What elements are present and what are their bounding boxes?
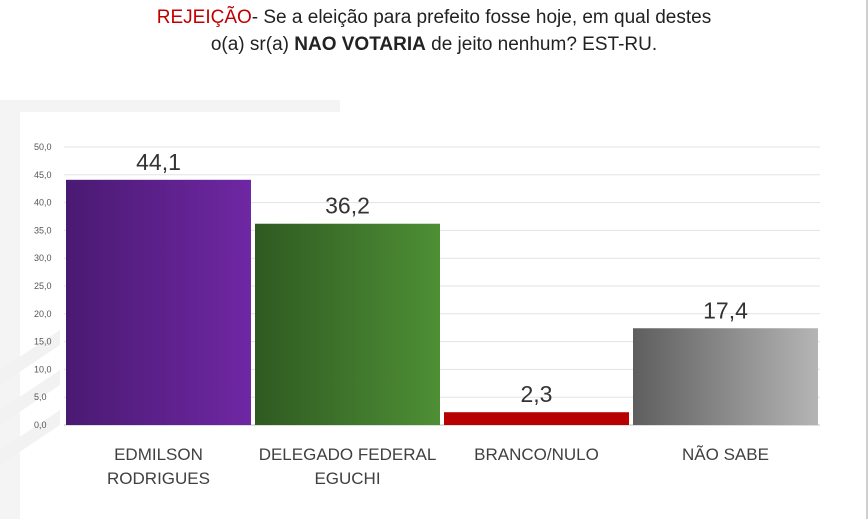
- bar: [633, 328, 818, 425]
- title-line2-end: de jeito nenhum? EST-RU.: [425, 34, 658, 55]
- category-label: DELEGADO FEDERAL EGUCHI: [253, 443, 443, 491]
- category-label-line: RODRIGUES: [107, 469, 210, 488]
- category-label: EDMILSON RODRIGUES: [64, 443, 254, 491]
- y-tick-label: 5,0: [34, 392, 47, 402]
- title-line1-text: - Se a eleição para prefeito fosse hoje,…: [251, 7, 712, 28]
- y-tick-label: 30,0: [34, 253, 52, 263]
- title-line2-bold: NAO VOTARIA: [294, 34, 426, 55]
- bar-value-label: 36,2: [325, 193, 370, 219]
- title-line-2: o(a) sr(a) NAO VOTARIA de jeito nenhum? …: [0, 31, 868, 58]
- y-tick-label: 10,0: [34, 364, 52, 374]
- category-label: NÃO SABE: [631, 443, 821, 467]
- y-tick-label: 45,0: [34, 170, 52, 180]
- title-line2-start: o(a) sr(a): [210, 34, 295, 55]
- bar: [66, 179, 251, 425]
- chart-title: REJEIÇÃO- Se a eleição para prefeito fos…: [0, 4, 868, 58]
- category-label-line: BRANCO/NULO: [474, 445, 599, 464]
- title-prefix: REJEIÇÃO: [156, 7, 252, 28]
- y-tick-label: 40,0: [34, 198, 52, 208]
- data-labels: 44,1 36,2 2,3 17,4: [136, 149, 748, 407]
- bar-value-label: 2,3: [521, 381, 553, 407]
- category-label-line: DELEGADO FEDERAL: [258, 445, 437, 464]
- category-label: BRANCO/NULO: [442, 443, 632, 467]
- y-tick-label: 20,0: [34, 309, 52, 319]
- category-label-line: EGUCHI: [314, 469, 381, 488]
- bar: [255, 223, 440, 425]
- y-tick-label: 0,0: [34, 420, 47, 430]
- category-label-line: EDMILSON: [114, 445, 203, 464]
- bars: [66, 179, 818, 425]
- bar-value-label: 44,1: [136, 149, 181, 175]
- category-label-line: NÃO SABE: [682, 445, 769, 464]
- bar-value-label: 17,4: [703, 297, 748, 323]
- y-tick-label: 35,0: [34, 225, 52, 235]
- bar: [444, 412, 629, 425]
- y-tick-label: 50,0: [34, 142, 52, 152]
- title-line-1: REJEIÇÃO- Se a eleição para prefeito fos…: [0, 4, 868, 31]
- y-tick-label: 15,0: [34, 337, 52, 347]
- y-tick-label: 25,0: [34, 281, 52, 291]
- y-axis-ticks: 0,0 5,0 10,0 15,0 20,0 25,0 30,0 35,0 40,0 45,0 50…: [34, 142, 52, 430]
